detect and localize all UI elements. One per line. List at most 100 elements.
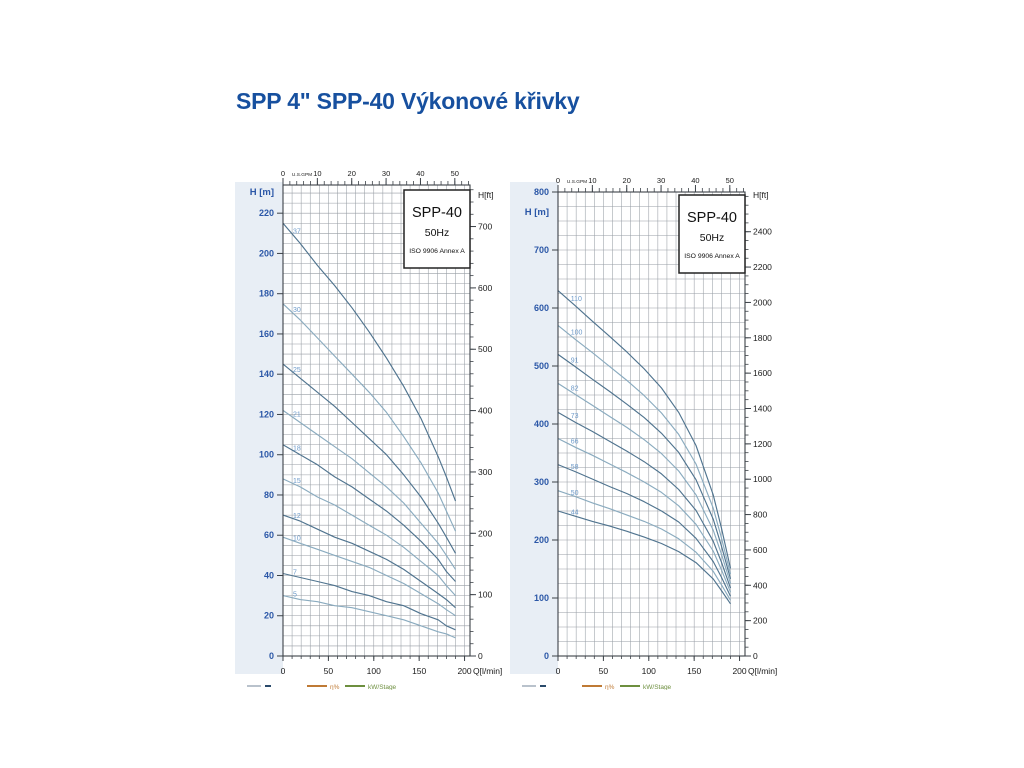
curve-91-stages <box>557 353 732 580</box>
y-tick-label: 0 <box>269 651 274 661</box>
gpm-tick-label: 50 <box>451 170 459 178</box>
curve-label-58: 58 <box>571 464 579 471</box>
curve-label-100: 100 <box>571 330 583 337</box>
x-tick-label: 50 <box>599 666 609 676</box>
plot-border <box>282 184 471 657</box>
ft-tick-label: 1000 <box>753 474 772 484</box>
curve-21-stages <box>282 409 456 570</box>
curve-66-stages <box>557 437 732 593</box>
legend: η% kW/Stage <box>247 684 397 690</box>
y-tick-label: 220 <box>259 208 274 218</box>
ft-tick-label: 800 <box>753 510 767 520</box>
y-axis-title: H [m] <box>525 207 549 218</box>
curve-label-25: 25 <box>293 367 301 374</box>
y-tick-label: 100 <box>259 450 274 460</box>
curve-label-21: 21 <box>293 411 301 418</box>
curve-label-73: 73 <box>571 413 579 420</box>
y-tick-label: 180 <box>259 289 274 299</box>
gpm-tick-label: 10 <box>588 176 596 185</box>
curve-37-stages <box>282 222 457 502</box>
y-axis-band <box>510 182 558 674</box>
axis-top: 0 10 20 30 40 50 U.S.GPM <box>281 170 469 185</box>
ft-tick-label: 600 <box>753 545 767 555</box>
x-tick-label: 150 <box>412 666 426 676</box>
x-tick-label: 0 <box>281 666 286 676</box>
curve-label-12: 12 <box>293 513 301 520</box>
type-plate: SPP-40 50Hz ISO 9906 Annex A <box>678 194 746 274</box>
ft-tick-label: 300 <box>478 467 492 477</box>
gpm-tick-label: 0 <box>556 176 560 185</box>
x-tick-label: 200 <box>732 666 746 676</box>
x-tick-label: 100 <box>642 666 656 676</box>
gpm-tick-label: 30 <box>382 170 390 178</box>
x-tick-label: 0 <box>556 666 561 676</box>
ft-axis-title: H[ft] <box>478 190 494 200</box>
curve-label-82: 82 <box>571 385 579 392</box>
ft-tick-label: 200 <box>753 616 767 626</box>
model-label: SPP-40 <box>412 205 462 221</box>
curve-label-5: 5 <box>293 592 297 599</box>
curve-25-stages <box>282 363 457 554</box>
curve-label-110: 110 <box>571 296 582 303</box>
y-tick-label: 0 <box>544 651 549 661</box>
curve-73-stages <box>557 411 732 589</box>
type-plate-frame <box>678 194 746 274</box>
ft-tick-label: 2000 <box>753 297 772 307</box>
curve-label-50: 50 <box>571 490 579 497</box>
ft-tick-label: 400 <box>753 580 767 590</box>
gpm-tick-label: 10 <box>313 170 321 178</box>
y-tick-label: 400 <box>534 419 549 429</box>
curve-100-stages <box>557 324 732 575</box>
x-tick-label: 100 <box>367 666 381 676</box>
curve-44-stages <box>557 510 731 605</box>
curve-label-44: 44 <box>571 509 579 516</box>
curve-series <box>282 222 457 639</box>
gpm-tick-label: 40 <box>691 176 699 185</box>
curve-5-stages <box>282 595 456 639</box>
gpm-axis-title: U.S.GPM <box>567 179 587 185</box>
y-tick-label: 800 <box>534 187 549 197</box>
curve-18-stages <box>282 444 456 582</box>
curve-stage-labels: 110 100 91 82 73 66 58 50 44 <box>571 296 583 516</box>
curve-label-30: 30 <box>293 307 301 314</box>
curve-30-stages <box>282 303 457 532</box>
curve-10-stages <box>282 536 456 617</box>
x-axis-title: Q[l/min] <box>748 666 777 676</box>
gpm-tick-label: 20 <box>348 170 356 178</box>
ft-tick-label: 1800 <box>753 333 772 343</box>
gpm-tick-label: 50 <box>726 176 734 185</box>
curve-12-stages <box>282 514 456 609</box>
curve-label-91: 91 <box>571 358 579 365</box>
y-tick-label: 40 <box>264 570 274 580</box>
y-axis-band <box>235 182 283 674</box>
curve-15-stages <box>282 478 456 596</box>
axis-left: H [m] 0 20 40 60 80 100 120 140 160 180 200 220 <box>250 187 283 661</box>
legend-label: kW/Stage <box>368 684 397 690</box>
type-plate-frame <box>403 189 471 269</box>
pump-performance-chart-2: 110 100 91 82 73 66 58 50 44 H [m] 0 100 200 300 400 50… <box>510 170 786 690</box>
standard-label: ISO 9906 Annex A <box>409 248 465 255</box>
ft-tick-label: 1600 <box>753 368 772 378</box>
legend-label: η% <box>605 684 615 690</box>
axis-top: 0 10 20 30 40 50 U.S.GPM <box>556 176 744 192</box>
curve-series <box>557 290 732 605</box>
gpm-tick-label: 0 <box>281 170 285 178</box>
ft-tick-label: 0 <box>753 651 758 661</box>
legend: η% kW/Stage <box>522 684 672 690</box>
y-tick-label: 20 <box>264 611 274 621</box>
pump-performance-chart-1: 37 30 25 21 18 15 12 10 7 5 H [m] 0 20 40 60 80 100 120 14… <box>235 170 511 690</box>
legend-label: kW/Stage <box>643 684 672 690</box>
curve-82-stages <box>557 382 732 584</box>
y-tick-label: 160 <box>259 329 274 339</box>
y-tick-label: 200 <box>259 248 274 258</box>
y-tick-label: 80 <box>264 490 274 500</box>
y-tick-label: 200 <box>534 535 549 545</box>
y-tick-label: 500 <box>534 361 549 371</box>
page-title: SPP 4" SPP-40 Výkonové křivky <box>236 88 580 114</box>
curve-110-stages <box>557 290 732 569</box>
curve-label-66: 66 <box>571 439 579 446</box>
y-tick-label: 120 <box>259 409 274 419</box>
